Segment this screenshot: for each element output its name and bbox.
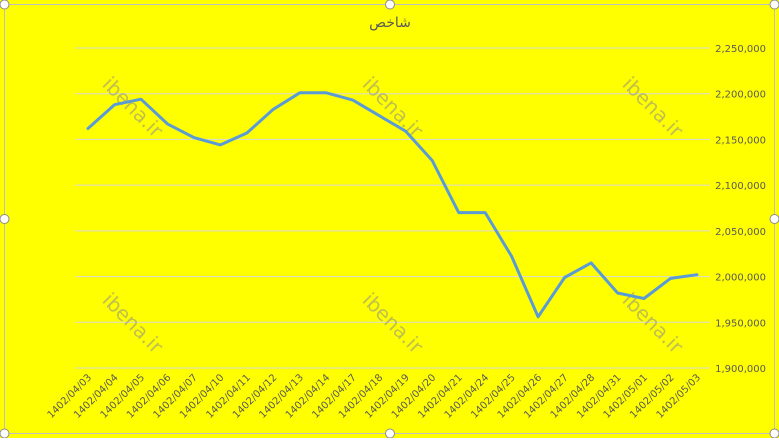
y-tick-label: 2,100,000 <box>715 181 766 192</box>
data-point <box>563 275 567 279</box>
data-point <box>324 91 328 95</box>
y-tick-label: 2,150,000 <box>715 135 766 146</box>
resize-handle[interactable] <box>769 214 779 224</box>
data-point <box>218 143 222 147</box>
resize-handle[interactable] <box>385 0 395 10</box>
data-point <box>510 254 514 258</box>
data-point <box>86 126 90 130</box>
data-point <box>112 103 116 107</box>
y-tick-label: 1,900,000 <box>715 364 766 375</box>
y-axis-ticks: 1,900,000 1,950,000 2,000,000 2,050,000 2,10… <box>715 44 766 375</box>
data-point <box>139 97 143 101</box>
resize-handle[interactable] <box>769 0 779 10</box>
data-point <box>165 122 169 126</box>
y-tick-label: 2,200,000 <box>715 90 766 101</box>
series-line <box>86 91 699 319</box>
resize-handle[interactable] <box>769 428 779 439</box>
data-point <box>589 261 593 265</box>
y-tick-label: 2,250,000 <box>715 44 766 55</box>
data-point <box>669 276 673 280</box>
resize-handle[interactable] <box>0 214 10 224</box>
y-tick-label: 2,000,000 <box>715 273 766 284</box>
data-point <box>695 273 699 277</box>
data-point <box>404 129 408 133</box>
y-tick-label: 2,050,000 <box>715 227 766 238</box>
data-point <box>536 315 540 319</box>
data-point <box>192 136 196 140</box>
data-point <box>616 291 620 295</box>
resize-handle[interactable] <box>0 0 10 10</box>
data-point <box>483 211 487 215</box>
data-point <box>457 211 461 215</box>
data-point <box>271 107 275 111</box>
data-point <box>298 91 302 95</box>
data-point <box>377 114 381 118</box>
chart-title: شاخص <box>369 15 411 31</box>
data-point <box>642 297 646 301</box>
data-point <box>430 158 434 162</box>
resize-handle[interactable] <box>0 428 10 439</box>
data-point <box>351 98 355 102</box>
resize-handle[interactable] <box>385 428 395 439</box>
data-point <box>245 131 249 135</box>
y-tick-label: 1,950,000 <box>715 318 766 329</box>
